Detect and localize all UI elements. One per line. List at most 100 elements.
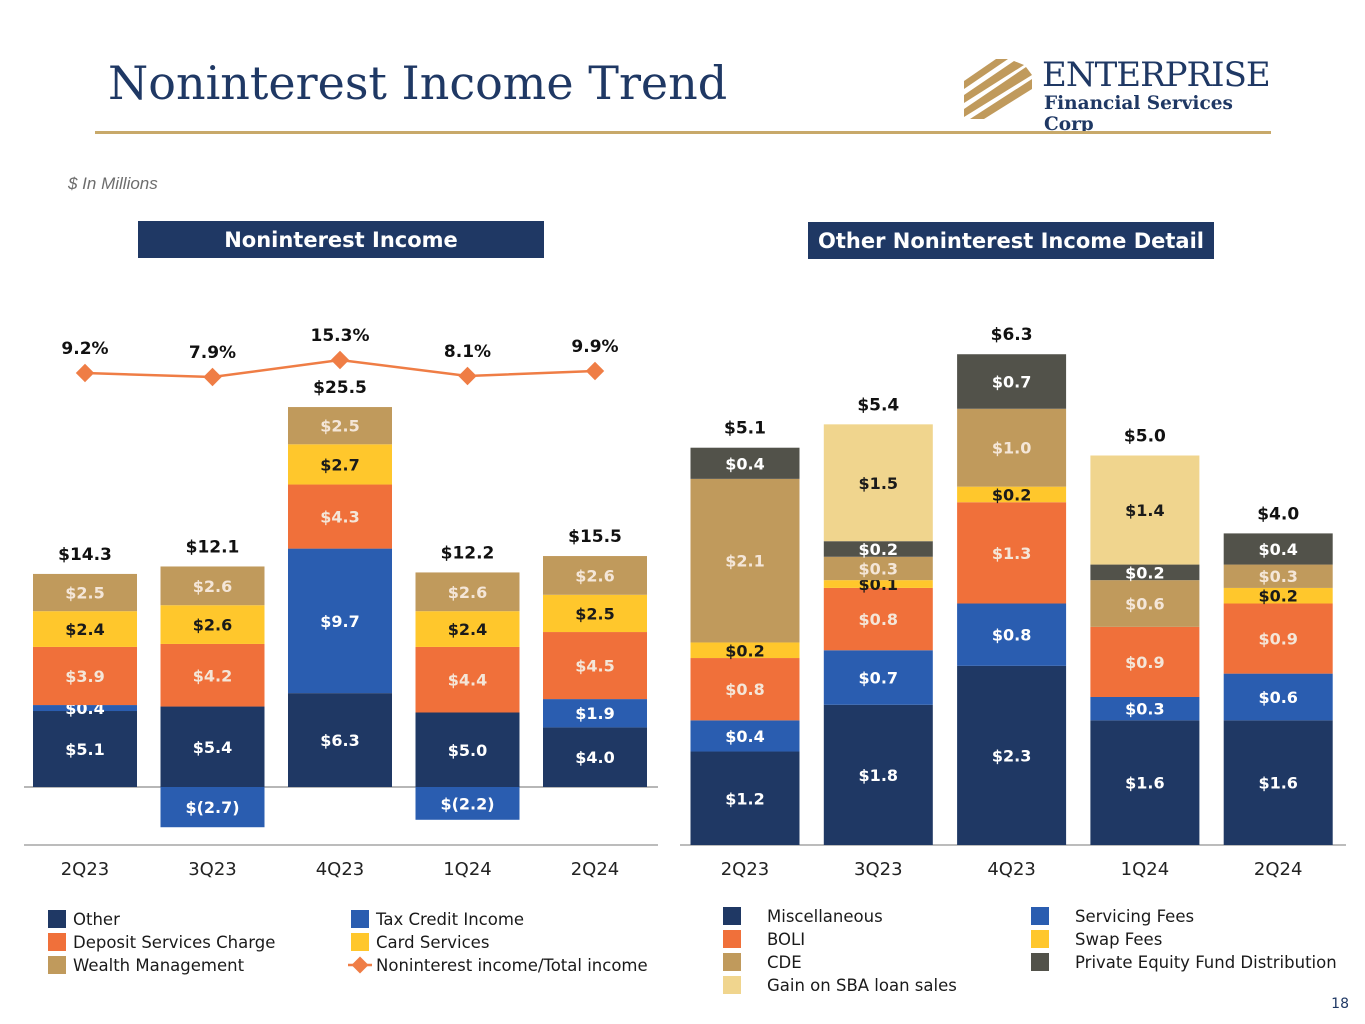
bar-private-equity-fund-distribution-4q23 [957,354,1067,409]
data-label-tax-credit-income: $(2.7) [185,798,239,817]
legend-label: Miscellaneous [767,907,883,926]
ratio-marker-2q24 [585,361,605,381]
x-tick-label: 2Q23 [61,859,110,880]
data-label-private-equity-fund-distribution: $0.2 [859,540,898,559]
bar-boli-1q24 [1090,626,1200,697]
data-label-card-services: $2.6 [193,616,232,635]
bar-swap-fees-3q23 [823,580,933,588]
legend-label: Card Services [376,933,489,952]
data-label-tax-credit-income: $(2.2) [440,794,494,813]
total-label: $15.5 [568,527,622,547]
legend-swatch [351,910,369,928]
bar-cde-1q24 [1090,580,1200,627]
bar-deposit-services-charge-3q23 [160,643,265,707]
legend-item-swap-fees: Swap Fees [1031,930,1162,949]
other-noninterest-detail-header: Other Noninterest Income Detail [808,222,1214,259]
legend-swatch [1031,907,1049,925]
total-label: $5.4 [857,395,899,415]
ratio-label: 7.9% [189,343,236,363]
data-label-miscellaneous: $1.6 [1125,774,1164,793]
legend-item-cde: CDE [723,953,802,972]
bar-miscellaneous-3q23 [823,704,933,845]
data-label-cde: $0.6 [1125,595,1164,614]
data-label-wealth-management: $2.6 [575,566,614,585]
data-label-boli: $0.9 [1125,653,1164,672]
x-tick-label: 3Q23 [854,859,903,880]
data-label-servicing-fees: $0.7 [859,669,898,688]
legend-swatch [48,910,66,928]
logo-subtitle: Financial Services Corp [1044,93,1233,135]
data-label-card-services: $2.7 [320,455,359,474]
total-label: $12.2 [441,543,495,563]
data-label-miscellaneous: $2.3 [992,746,1031,765]
bar-gain-on-sba-loan-sales-1q24 [1090,455,1200,565]
legend-item-noninterest-income-total-income: Noninterest income/Total income [348,956,648,975]
bar-miscellaneous-1q24 [1090,720,1200,845]
noninterest-income-chart: $5.1$0.4$3.9$2.4$2.5$14.32Q23$5.4$(2.7)$… [24,326,658,975]
data-label-wealth-management: $2.6 [448,583,487,602]
total-label: $25.5 [313,378,367,398]
data-label-cde: $0.3 [1258,567,1297,586]
bar-servicing-fees-2q23 [690,720,800,752]
bar-wealth-management-2q24 [543,556,647,595]
bar-tax-credit-income-2q23 [33,705,137,712]
data-label-other: $5.4 [193,738,232,757]
x-tick-label: 3Q23 [188,859,237,880]
bar-private-equity-fund-distribution-2q23 [690,447,800,479]
legend-swatch [723,976,741,994]
data-label-deposit-services-charge: $4.2 [193,666,232,685]
ratio-marker-1q24 [458,366,477,386]
units-note: $ In Millions [68,174,158,193]
legend-swatch [723,953,741,971]
data-label-card-services: $2.4 [448,620,487,639]
data-label-miscellaneous: $1.6 [1258,774,1297,793]
legend-swatch [48,956,66,974]
legend-item-other: Other [48,910,120,929]
legend-swatch [1031,953,1049,971]
legend-item-deposit-services-charge: Deposit Services Charge [48,933,275,952]
x-tick-label: 1Q24 [1121,859,1170,880]
data-label-wealth-management: $2.5 [65,584,104,603]
bar-boli-3q23 [823,587,933,651]
bar-other-2q23 [33,711,137,787]
legend-item-servicing-fees: Servicing Fees [1031,907,1194,926]
legend-item-wealth-management: Wealth Management [48,956,245,975]
legend-item-miscellaneous: Miscellaneous [723,907,883,926]
page-number: 18 [1331,996,1349,1012]
data-label-other: $4.0 [575,748,614,767]
legend-label: Deposit Services Charge [73,933,275,952]
legend-label: CDE [767,953,802,972]
bar-miscellaneous-2q24 [1223,720,1333,845]
ratio-marker-2q23 [75,363,95,383]
total-label: $12.1 [186,537,240,557]
data-label-other: $6.3 [320,731,359,750]
bar-private-equity-fund-distribution-3q23 [823,541,933,557]
data-label-gain-on-sba-loan-sales: $1.5 [859,474,898,493]
legend-item-boli: BOLI [723,930,805,949]
bar-miscellaneous-4q23 [957,665,1067,845]
data-label-boli: $1.3 [992,544,1031,563]
legend-item-private-equity-fund-distribution: Private Equity Fund Distribution [1031,953,1337,972]
data-label-swap-fees: $0.2 [1258,587,1297,606]
data-label-swap-fees: $0.2 [725,641,764,660]
x-tick-label: 2Q24 [571,859,620,880]
bar-wealth-management-2q23 [33,573,137,612]
bar-deposit-services-charge-2q23 [33,646,137,706]
data-label-other: $5.1 [65,740,104,759]
x-tick-label: 2Q23 [721,859,770,880]
total-label: $5.1 [724,419,766,439]
bar-servicing-fees-2q24 [1223,673,1333,721]
total-label: $6.3 [991,325,1033,345]
x-tick-label: 4Q23 [987,859,1036,880]
data-label-tax-credit-income: $9.7 [320,612,359,631]
bar-miscellaneous-2q23 [690,751,800,845]
data-label-miscellaneous: $1.2 [725,789,764,808]
ratio-marker-3q23 [203,367,222,387]
legend-label: Other [73,910,120,929]
bar-swap-fees-4q23 [957,486,1067,503]
legend-label: Swap Fees [1075,930,1162,949]
logo-mark-icon [964,59,1032,119]
bar-gain-on-sba-loan-sales-3q23 [823,424,933,542]
legend-swatch [48,933,66,951]
data-label-boli: $0.9 [1258,630,1297,649]
